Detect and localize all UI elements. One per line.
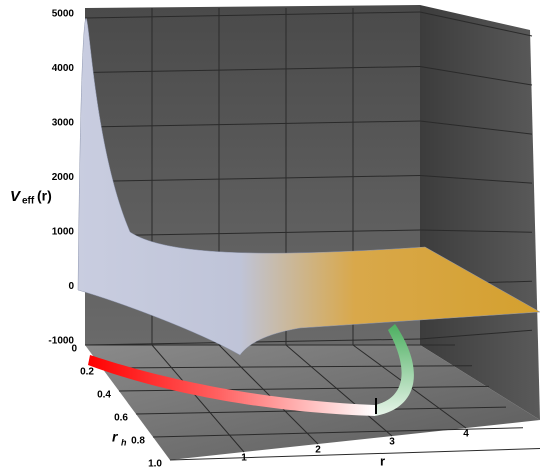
grid-line [84,120,421,128]
surface [77,17,541,416]
grid-line [218,344,319,445]
grid-line [84,175,421,182]
y-axis-label: r [112,429,119,445]
grid-line [285,344,393,437]
grid-line [151,344,245,453]
y-tick-label: 1.0 [148,459,162,470]
grid-line [419,329,533,340]
z-axis-label-sub: eff [22,196,35,207]
y-tick-label: 0.6 [114,413,128,424]
x-tick-label: 4 [463,429,469,440]
grid-line [419,11,533,37]
grid-line [419,66,533,86]
grid-line [84,66,421,73]
z-tick-label: -1000 [48,336,74,347]
grid-line [419,229,533,233]
box [85,5,540,460]
z-tick-label: 1000 [52,227,75,238]
y-tick-label: 0.2 [80,367,94,378]
grid-line [169,448,541,461]
z-tick-label: 0 [68,281,74,292]
grid-line [419,120,533,135]
grid-line [84,11,421,19]
z-tick-label: 5000 [52,9,75,20]
y-tick-label: 0.8 [131,436,145,447]
x-tick-label: 2 [315,445,321,456]
z-tick-label: 4000 [52,63,75,74]
axis-labels: V eff (r) r h r [10,188,385,469]
z-axis-label: V [10,188,22,205]
y-tick-label: 0.4 [97,390,111,401]
y-tick-label: 0 [71,344,77,355]
z-tick-label: 3000 [52,118,75,129]
grid-line [84,229,421,237]
x-axis-label: r [380,453,385,468]
z-axis-label-tail: (r) [37,188,52,204]
x-tick-label: 3 [389,437,395,448]
grid-line [152,427,524,438]
z-tick-label: 2000 [52,172,75,183]
x-tick-label: 1 [241,453,247,464]
y-axis-label-sub: h [121,437,127,447]
grid [84,8,541,461]
grid-line [419,175,533,184]
